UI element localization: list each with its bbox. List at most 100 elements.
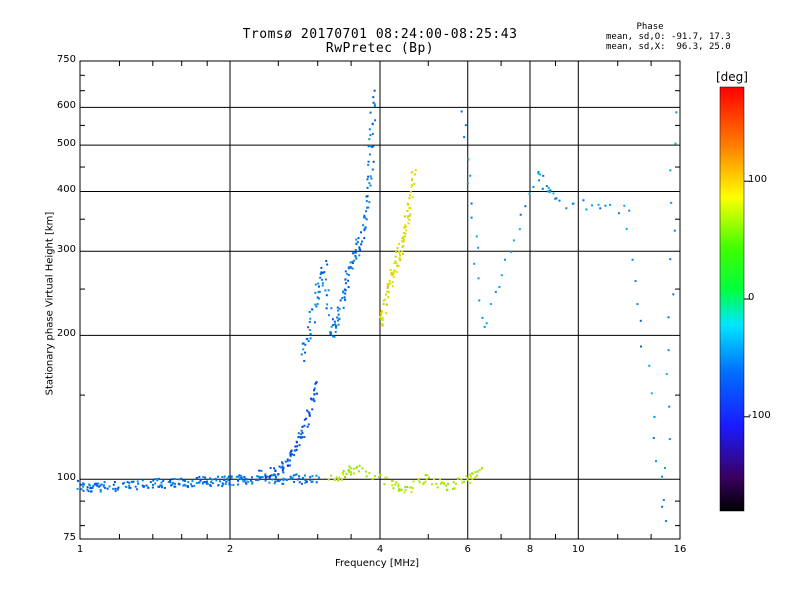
- data-point: [294, 449, 297, 452]
- data-point: [344, 270, 347, 273]
- data-point: [524, 205, 527, 208]
- data-point: [298, 475, 301, 478]
- data-point: [281, 469, 284, 472]
- data-point: [469, 474, 472, 477]
- data-point: [96, 485, 99, 488]
- data-point: [344, 292, 347, 295]
- data-point: [391, 281, 394, 284]
- data-point: [291, 476, 294, 479]
- data-point: [318, 290, 321, 293]
- data-point: [217, 475, 220, 478]
- data-point: [489, 303, 492, 306]
- data-point: [337, 323, 340, 326]
- data-point: [457, 477, 460, 480]
- data-point: [476, 474, 479, 477]
- data-point: [297, 436, 300, 439]
- data-point: [121, 482, 124, 485]
- data-point: [191, 485, 194, 488]
- data-point: [230, 476, 233, 479]
- data-point: [190, 483, 193, 486]
- data-point: [159, 484, 162, 487]
- data-point: [289, 459, 292, 462]
- data-point: [206, 480, 209, 483]
- data-point: [382, 299, 385, 302]
- data-point: [636, 303, 639, 306]
- data-point: [300, 433, 303, 436]
- data-point: [327, 314, 330, 317]
- data-point: [99, 488, 102, 491]
- data-point: [389, 269, 392, 272]
- data-point: [334, 323, 337, 326]
- data-point: [406, 215, 409, 218]
- data-point: [384, 476, 387, 479]
- data-point: [401, 246, 404, 249]
- data-point: [667, 316, 670, 319]
- x-tick-label: 10: [571, 544, 585, 555]
- data-point: [542, 174, 545, 177]
- data-point: [431, 483, 434, 486]
- data-point: [301, 431, 304, 434]
- data-point: [314, 283, 317, 286]
- data-point: [653, 415, 656, 418]
- data-point: [347, 267, 350, 270]
- data-point: [347, 279, 350, 282]
- data-point: [389, 282, 392, 285]
- data-point: [465, 475, 468, 478]
- data-point: [299, 436, 302, 439]
- data-point: [330, 331, 333, 334]
- data-point: [388, 279, 391, 282]
- data-point: [336, 319, 339, 322]
- data-point: [316, 302, 319, 305]
- data-point: [117, 486, 120, 489]
- data-point: [151, 486, 154, 489]
- y-tick-label: 100: [56, 472, 76, 484]
- data-point: [476, 470, 479, 473]
- data-point: [294, 445, 297, 448]
- data-point: [182, 484, 185, 487]
- data-point: [309, 337, 312, 340]
- data-point: [314, 303, 317, 306]
- data-point: [97, 482, 100, 485]
- data-point: [639, 345, 642, 348]
- x-axis-label: Frequency [MHz]: [335, 558, 420, 569]
- data-point: [343, 296, 346, 299]
- data-point: [394, 255, 397, 258]
- data-point: [460, 110, 463, 113]
- data-point: [156, 479, 159, 482]
- data-point: [397, 485, 400, 488]
- data-point: [195, 482, 198, 485]
- data-point: [112, 487, 115, 490]
- data-point: [325, 307, 328, 310]
- data-point: [300, 482, 303, 485]
- data-point: [304, 478, 307, 481]
- data-point: [257, 475, 260, 478]
- data-point: [304, 474, 307, 477]
- phase-stats-o: mean, sd,O: -91.7, 17.3: [606, 32, 731, 42]
- data-point: [371, 478, 374, 481]
- data-point: [663, 466, 666, 469]
- data-point: [354, 255, 357, 258]
- data-point: [336, 306, 339, 309]
- data-point: [76, 479, 79, 482]
- data-point: [124, 485, 127, 488]
- data-point: [89, 487, 92, 490]
- data-point: [355, 238, 358, 241]
- data-point: [293, 454, 296, 457]
- data-point: [240, 476, 243, 479]
- data-point: [363, 229, 366, 232]
- phase-stats: Phase mean, sd,O: -91.7, 17.3 mean, sd,X…: [606, 22, 786, 52]
- data-point: [386, 303, 389, 306]
- data-point: [296, 478, 299, 481]
- data-point: [477, 246, 480, 249]
- data-point: [95, 484, 98, 487]
- data-point: [628, 209, 631, 212]
- data-point: [413, 182, 416, 185]
- data-point: [380, 311, 383, 314]
- data-point: [672, 293, 675, 296]
- data-point: [351, 262, 354, 265]
- data-point: [163, 486, 166, 489]
- data-point: [141, 484, 144, 487]
- data-point: [147, 486, 150, 489]
- data-point: [343, 475, 346, 478]
- data-point: [397, 483, 400, 486]
